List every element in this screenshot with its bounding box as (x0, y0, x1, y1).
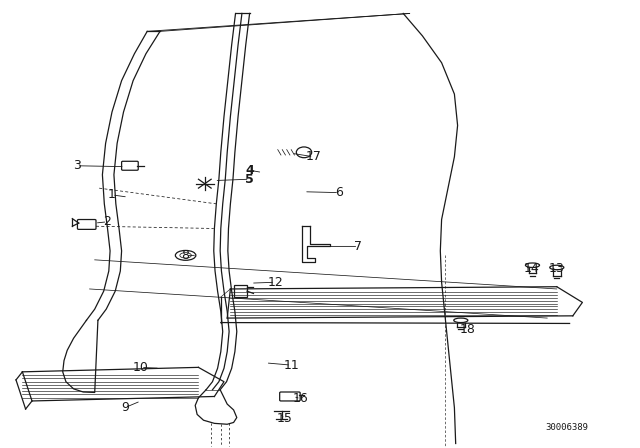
Text: 15: 15 (277, 412, 292, 426)
Circle shape (296, 147, 312, 158)
FancyBboxPatch shape (77, 220, 96, 229)
FancyBboxPatch shape (122, 161, 138, 170)
Text: 17: 17 (306, 150, 321, 164)
Text: 30006389: 30006389 (546, 423, 589, 432)
Text: 12: 12 (268, 276, 283, 289)
Text: 8: 8 (182, 249, 189, 262)
Ellipse shape (525, 263, 540, 267)
Text: 5: 5 (245, 172, 254, 186)
Text: 7: 7 (355, 240, 362, 253)
FancyBboxPatch shape (280, 392, 300, 401)
Text: 16: 16 (293, 392, 308, 405)
Text: 6: 6 (335, 186, 343, 199)
Text: 11: 11 (284, 358, 299, 372)
Text: 1: 1 (108, 188, 116, 202)
Ellipse shape (454, 318, 468, 323)
Text: 10: 10 (133, 361, 148, 374)
Text: 18: 18 (460, 323, 475, 336)
Text: 14: 14 (524, 262, 539, 276)
Text: 4: 4 (245, 164, 254, 177)
Bar (234, 285, 247, 297)
Text: 9: 9 (121, 401, 129, 414)
Text: 2: 2 (104, 215, 111, 228)
Text: 3: 3 (73, 159, 81, 172)
Text: 13: 13 (549, 262, 564, 276)
Ellipse shape (550, 265, 564, 270)
